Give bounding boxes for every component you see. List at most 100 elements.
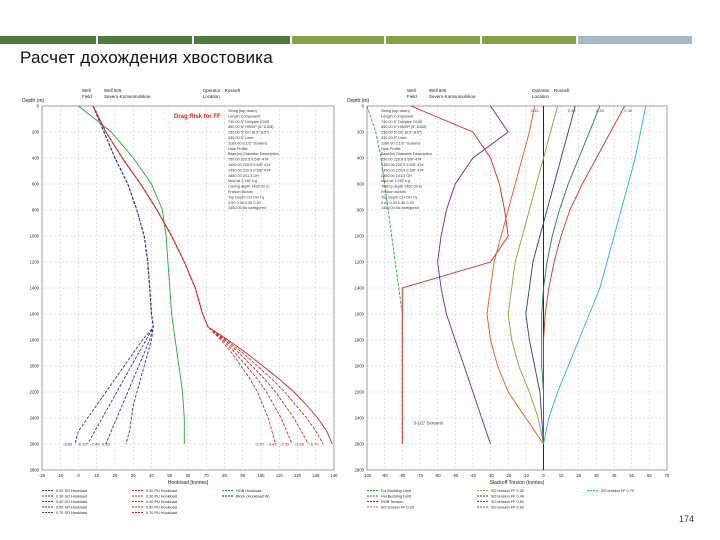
info-text-line: 1450.00 220.5 5.5/8" 47# (381, 163, 424, 167)
bottom-value-label: -0.33 (78, 442, 88, 447)
legend-label: SO tension FF 0.60 (491, 506, 524, 510)
legend-label: SO tension FF 0.30 (491, 489, 524, 493)
top-color-bars (0, 36, 720, 46)
top-color-bar (578, 36, 692, 44)
info-text-line: 750.00 220.5 9.5/8" 47# (228, 158, 269, 162)
info-text-line: Length Component (228, 114, 261, 118)
y-tick-label: 200 (32, 130, 40, 135)
torsion-chart: Well Well 505 Field Severo-Komsomolskoe Oper… (345, 84, 670, 510)
series-line (525, 105, 576, 445)
y-tick-label: 1000 (355, 234, 365, 239)
field-value: Severo-Komsomolskoe (104, 94, 151, 99)
info-text-line: 1450.00 220.5 9.5/8" 47# (381, 168, 424, 172)
x-tick-label: 30 (131, 473, 136, 478)
y-tick-label: 1200 (355, 260, 365, 265)
info-text-line: Top Depth CH OH Tq (228, 195, 264, 199)
info-text-line: 1450.00 As configured (228, 206, 266, 210)
x-tick-label: 50 (629, 473, 634, 478)
y-tick-label: 600 (32, 182, 40, 187)
bottom-value-label: -2.40 (90, 442, 100, 447)
bottom-value-label: -6.70 (309, 442, 319, 447)
info-text-line: Tubing depth 1450.00 m (381, 185, 422, 189)
y-tick-label: 2000 (355, 364, 365, 369)
top-value-label: 0.33 (596, 108, 605, 113)
y-tick-label: 2600 (30, 442, 40, 447)
top-color-bar (98, 36, 192, 44)
x-tick-label: 90 (240, 473, 245, 478)
chart-annotation: Drag Risk for FF (174, 114, 221, 120)
y-tick-label: 400 (32, 156, 40, 161)
y-tick-label: 2800 (355, 468, 365, 473)
legend-label: SO tension FF 0.20 (381, 506, 414, 510)
legend-label: 0.40 SO Hookload (56, 500, 87, 504)
location-label: Location (203, 94, 221, 99)
series-line (541, 105, 601, 444)
y-axis-label: Depth (m) (22, 98, 45, 104)
info-text-line: 2880.00 241.3 OH (228, 174, 259, 178)
bottom-value-label: 0.33 (102, 442, 111, 447)
top-color-bar (292, 36, 384, 44)
info-text-line: 850.00 5" HWDP (5"-6.5/8) (381, 125, 427, 129)
legend-label: 0.50 PU Hookload (146, 506, 177, 510)
page-number: 174 (678, 514, 694, 524)
legend-label: ROB Tension (381, 500, 403, 504)
y-tick-label: 0 (37, 104, 40, 109)
x-tick-label: -70 (417, 473, 424, 478)
y-tick-label: 2000 (30, 364, 40, 369)
legend-label: 0.50 SO Hookload (56, 506, 87, 510)
x-tick-label: 0 (542, 473, 545, 478)
x-tick-label: 70 (665, 473, 670, 478)
operator-label: Operator (532, 88, 550, 93)
bottom-value-label: -4.40 (267, 442, 277, 447)
operator-value: Rosneft (554, 88, 570, 93)
x-axis-label: Slackoff Torsion (tonnes) (490, 480, 545, 486)
well-label: Well (82, 88, 91, 93)
info-text-line: 750.00 220.5 9.5/8" 47# (381, 158, 422, 162)
x-tick-label: 40 (612, 473, 617, 478)
operator-value: Rosneft (225, 88, 241, 93)
info-text-line: 230.00 5" DC (6.5"-8.5") (381, 131, 423, 135)
y-tick-label: 1200 (30, 260, 40, 265)
info-text-line: 1450.00 220.5 9.5/8" 47# (228, 168, 271, 172)
top-value-label: 0.30 (624, 108, 633, 113)
info-text-line: 2880.00 241.3 OH (381, 174, 412, 178)
y-axis-label: Depth (m) (347, 98, 370, 104)
x-tick-label: 80 (222, 473, 227, 478)
series-line (78, 105, 185, 444)
info-text-line: 1160.00 3.1/2" Screens (228, 141, 267, 145)
series-line (543, 105, 625, 444)
legend-label: 0.30 PU Hookload (146, 495, 177, 499)
y-tick-label: 800 (357, 208, 365, 213)
x-tick-label: -60 (435, 473, 442, 478)
legend-label: SO tension FF 0.40 (491, 495, 524, 499)
bottom-value-label: -3.30 (255, 442, 265, 447)
bottom-value-label: -3.88 (295, 442, 305, 447)
bottom-value-label: -3.60 (63, 442, 73, 447)
legend-label: 0.20 PU Hookload (146, 489, 177, 493)
x-tick-label: -90 (382, 473, 389, 478)
y-tick-label: 200 (357, 130, 365, 135)
legend-label: 0.20 SO Hookload (56, 489, 87, 493)
x-tick-label: 30 (594, 473, 599, 478)
x-tick-label: -10 (523, 473, 530, 478)
info-text-line: Base(m) Diameter Description (228, 152, 279, 156)
legend-label: SO tension FF 0.70 (601, 489, 634, 493)
y-tick-label: 600 (357, 182, 365, 187)
legend-label: Hel Buckling Limit (381, 495, 412, 499)
series-line (92, 105, 154, 445)
info-text-line: Friction factors (228, 190, 253, 194)
info-text-line: 850.00 5" HWDP (5"-6.5/8) (228, 125, 274, 129)
y-tick-label: 2800 (30, 468, 40, 473)
info-text-line: String (top down) (228, 109, 258, 113)
field-value: Severo-Komsomolskoe (429, 94, 476, 99)
operator-label: Operator (203, 88, 221, 93)
x-tick-label: 10 (559, 473, 564, 478)
x-tick-label: 10 (94, 473, 99, 478)
info-text-line: Mud wt 1.162 s.g. (228, 179, 258, 183)
y-tick-label: 1400 (30, 286, 40, 291)
y-tick-label: 2600 (355, 442, 365, 447)
legend-label: 0.30 SO Hookload (56, 495, 87, 499)
legend-label: 0.70 SO Hookload (56, 511, 87, 514)
x-tick-label: -30 (487, 473, 494, 478)
top-color-bar (386, 36, 480, 44)
